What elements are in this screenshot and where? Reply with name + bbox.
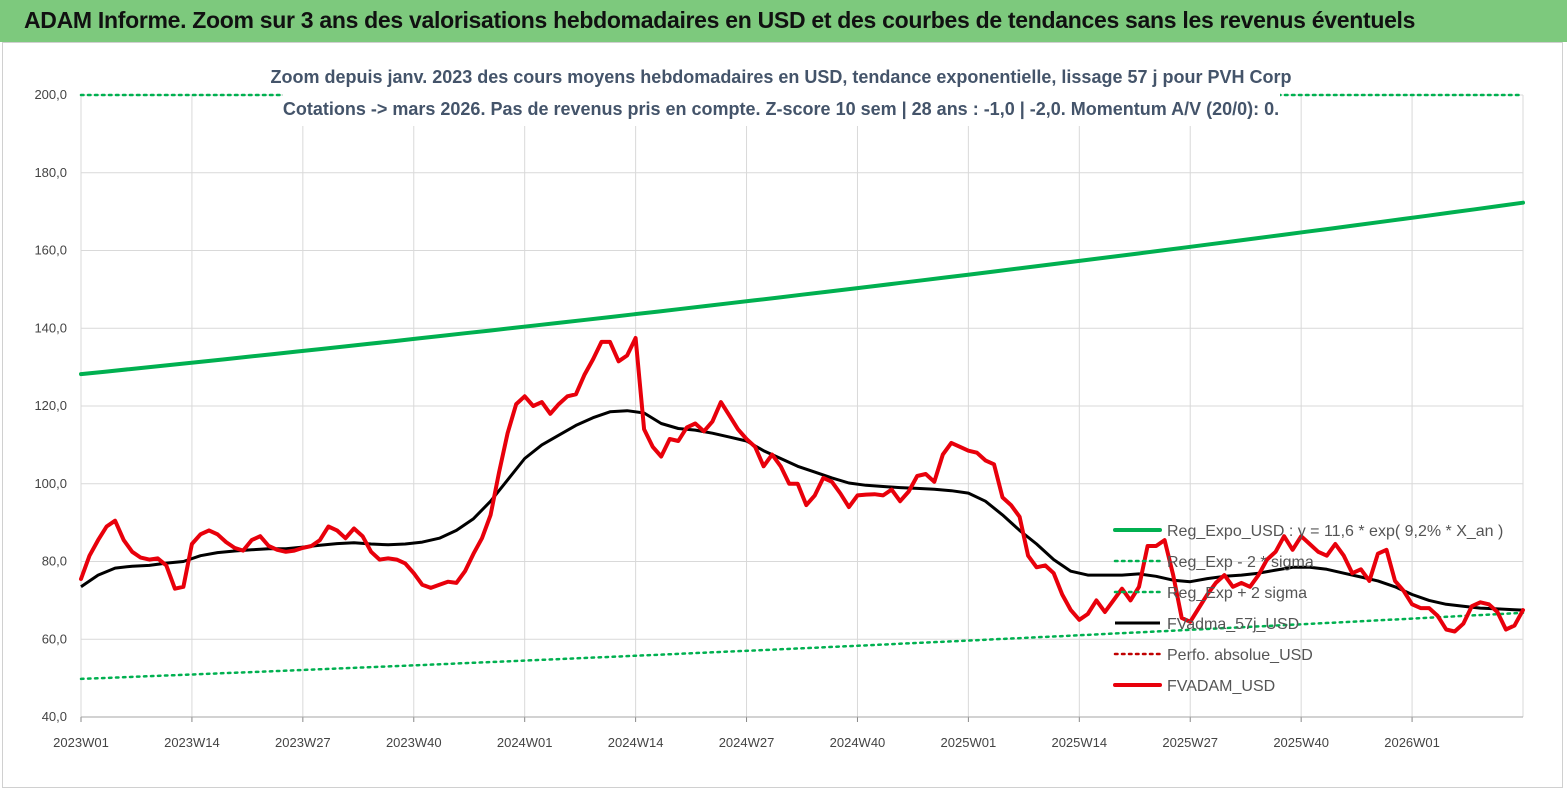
legend-label: Perfo. absolue_USD <box>1167 647 1313 664</box>
y-axis-tick-labels: 40,0 60,0 80,0 100,0 120,0 140,0 160,0 180,0 200… <box>34 87 67 724</box>
y-tick-label: 80,0 <box>42 554 67 569</box>
series-line <box>79 611 1525 681</box>
legend-label: Reg_Exp + 2 sigma <box>1167 585 1307 602</box>
page-title: ADAM Informe. Zoom sur 3 ans des valoris… <box>24 7 1416 33</box>
y-tick-label: 120,0 <box>34 398 67 413</box>
grid-lines <box>80 94 1524 722</box>
x-tick-label: 2026W01 <box>1384 735 1440 750</box>
y-tick-label: 40,0 <box>42 709 67 724</box>
y-tick-label: 100,0 <box>34 476 67 491</box>
legend-label: Reg_Expo_USD : y = 11,6 * exp( 9,2% * X_… <box>1167 523 1503 540</box>
chart-frame <box>2 42 1563 788</box>
x-tick-label: 2024W01 <box>497 735 553 750</box>
x-tick-label: 2024W27 <box>719 735 775 750</box>
chart-subtitle-line1: Zoom depuis janv. 2023 des cours moyens … <box>271 67 1292 87</box>
chart-legend: Reg_Expo_USD : y = 11,6 * exp( 9,2% * X_… <box>1113 523 1503 695</box>
x-tick-label: 2025W27 <box>1162 735 1218 750</box>
series-line <box>79 200 1525 377</box>
series-line <box>80 409 1524 612</box>
x-tick-label: 2025W01 <box>941 735 997 750</box>
x-tick-label: 2024W14 <box>608 735 664 750</box>
x-tick-label: 2023W27 <box>275 735 331 750</box>
title-banner: ADAM Informe. Zoom sur 3 ans des valoris… <box>0 0 1567 42</box>
y-tick-label: 180,0 <box>34 165 67 180</box>
x-tick-label: 2025W40 <box>1273 735 1329 750</box>
x-tick-label: 2023W40 <box>386 735 442 750</box>
series-line <box>79 336 1525 634</box>
x-tick-label: 2023W01 <box>53 735 109 750</box>
y-tick-label: 140,0 <box>34 320 67 335</box>
x-tick-label: 2025W14 <box>1051 735 1107 750</box>
x-tick-label: 2023W14 <box>164 735 220 750</box>
legend-label: Reg_Exp - 2 * sigma <box>1167 554 1314 571</box>
y-tick-label: 200,0 <box>34 87 67 102</box>
y-tick-label: 60,0 <box>42 631 67 646</box>
chart-subtitle-line2: Cotations -> mars 2026. Pas de revenus p… <box>283 99 1279 119</box>
legend-label: FVADAM_USD <box>1167 678 1275 695</box>
subtitle-background <box>283 60 1280 126</box>
y-tick-label: 160,0 <box>34 243 67 258</box>
legend-label: FVadma_57j_USD <box>1167 616 1299 633</box>
x-tick-label: 2024W40 <box>830 735 886 750</box>
x-axis-tick-labels: 2023W01 2023W14 2023W27 2023W40 2024W01 2024W… <box>53 735 1440 750</box>
